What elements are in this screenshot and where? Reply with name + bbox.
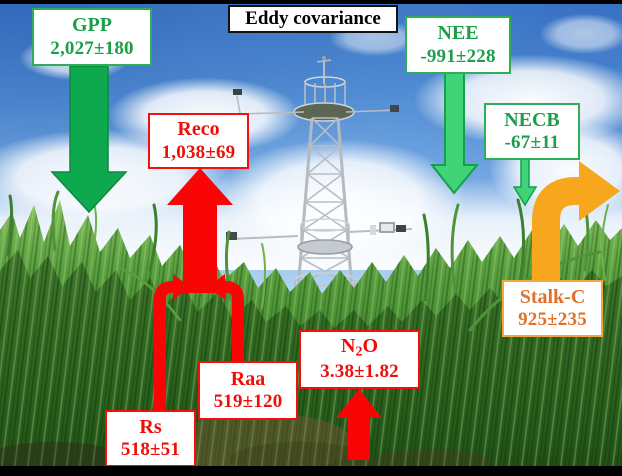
raa-value: 519±120: [213, 391, 283, 413]
n2o-arrow: [336, 389, 382, 460]
raa-name: Raa: [230, 367, 266, 390]
necb-name: NECB: [504, 108, 560, 131]
reco-arrow: [167, 168, 233, 293]
necb-arrow: [512, 157, 538, 207]
reco-value: 1,038±69: [161, 141, 236, 163]
figure-title: Eddy covariance: [245, 7, 381, 29]
stalkc-label-box: Stalk-C 925±235: [502, 280, 603, 337]
cloud: [540, 14, 622, 54]
nee-value: -991±228: [420, 45, 496, 67]
necb-label-box: NECB -67±11: [484, 103, 580, 160]
nee-arrow: [429, 71, 480, 195]
rs-pipe-arrow: [154, 274, 190, 412]
rs-name: Rs: [139, 415, 162, 438]
n2o-name-pre: N: [340, 335, 356, 358]
stalkc-arrow: [532, 161, 620, 284]
rs-label-box: Rs 518±51: [105, 410, 196, 467]
n2o-value: 3.38±1.82: [320, 361, 399, 383]
stalkc-name: Stalk-C: [519, 285, 586, 308]
gpp-name: GPP: [72, 14, 112, 36]
n2o-name-post: O: [362, 335, 378, 358]
n2o-name-sub: 2: [355, 344, 363, 360]
rs-value: 518±51: [120, 439, 181, 461]
necb-value: -67±11: [504, 132, 560, 154]
raa-label-box: Raa 519±120: [198, 361, 298, 420]
stalkc-value: 925±235: [518, 309, 587, 331]
nee-name: NEE: [437, 22, 479, 44]
gpp-value: 2,027±180: [50, 37, 134, 59]
gpp-label-box: GPP 2,027±180: [32, 8, 152, 66]
raa-pipe-arrow: [208, 274, 244, 363]
title-box: Eddy covariance: [228, 5, 398, 33]
n2o-name: N2O: [303, 335, 416, 361]
reco-name: Reco: [177, 118, 220, 140]
n2o-label-box: N2O 3.38±1.82: [299, 330, 420, 389]
gpp-arrow: [50, 65, 128, 214]
bottom-frame-bar: [0, 466, 622, 476]
reco-label-box: Reco 1,038±69: [148, 113, 249, 169]
top-frame-bar: [0, 0, 622, 4]
nee-label-box: NEE -991±228: [405, 16, 511, 74]
